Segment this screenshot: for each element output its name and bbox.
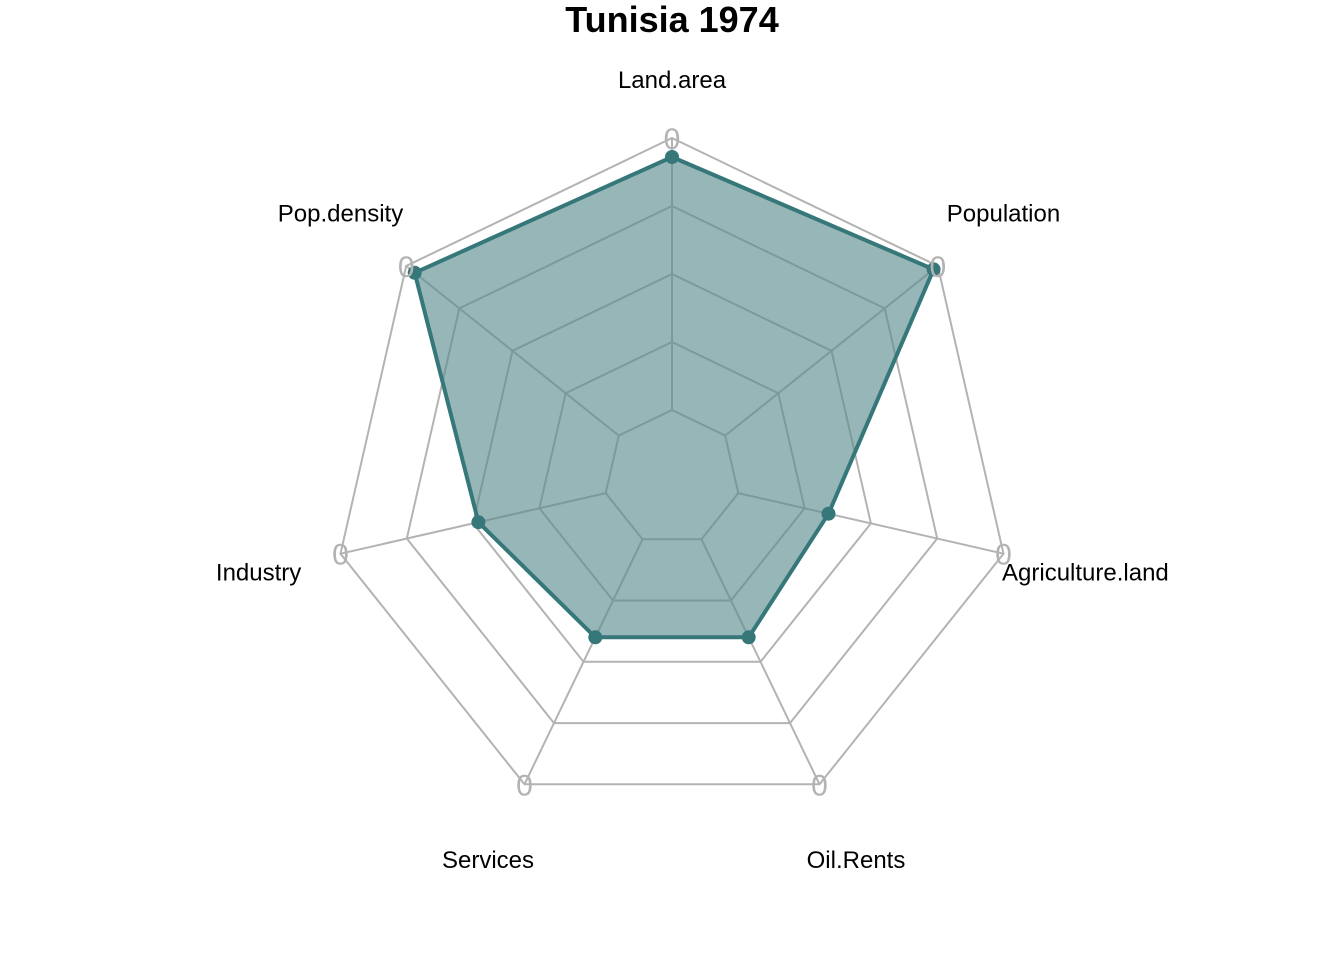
grid-spoke-overlay-2: [724, 265, 934, 437]
data-point-industry: [471, 515, 486, 530]
grid-spoke-overlay-5: [523, 538, 644, 638]
axis-labels: 0 0 0 0 0 0 0 Land.area Population Agriculture.la…: [216, 67, 1169, 874]
tick-label-6: 0: [332, 539, 349, 572]
tick-label-5: 0: [516, 769, 533, 802]
chart-title: Tunisia 1974: [565, 0, 778, 40]
grid-ring-overlay-2: [538, 340, 806, 602]
radar-series: [407, 150, 941, 645]
tick-label-1: 0: [664, 123, 681, 156]
grid-spoke-overlay-7: [414, 265, 620, 437]
grid-ring-5: [339, 136, 1005, 786]
axis-label-oil-rents: Oil.Rents: [807, 847, 906, 874]
data-point-oil-rents: [741, 630, 756, 645]
axis-label-agriculture-land: Agriculture.land: [1002, 559, 1169, 586]
data-point-land-area: [665, 150, 679, 164]
tick-label-3: 0: [995, 539, 1012, 572]
axis-label-industry: Industry: [216, 559, 301, 586]
grid-ring-overlay-3: [472, 272, 872, 638]
grid-spoke-overlay-4: [700, 538, 821, 638]
axis-label-services: Services: [442, 847, 534, 874]
data-point-agriculture-land: [821, 506, 836, 521]
axis-label-population: Population: [947, 201, 1060, 228]
series-area: [414, 157, 934, 638]
tick-label-4: 0: [811, 769, 828, 802]
series-line: [412, 155, 936, 640]
data-point-pop-density: [407, 265, 422, 280]
axis-label-pop-density: Pop.density: [278, 201, 403, 228]
grid-ring-overlay-4: [414, 204, 934, 638]
data-point-services: [588, 630, 603, 645]
data-point-population: [926, 262, 941, 277]
axis-label-land-area: Land.area: [618, 67, 727, 94]
grid-ring-overlay-1: [604, 408, 740, 541]
tick-label-7: 0: [398, 251, 415, 284]
tick-label-2: 0: [929, 251, 946, 284]
